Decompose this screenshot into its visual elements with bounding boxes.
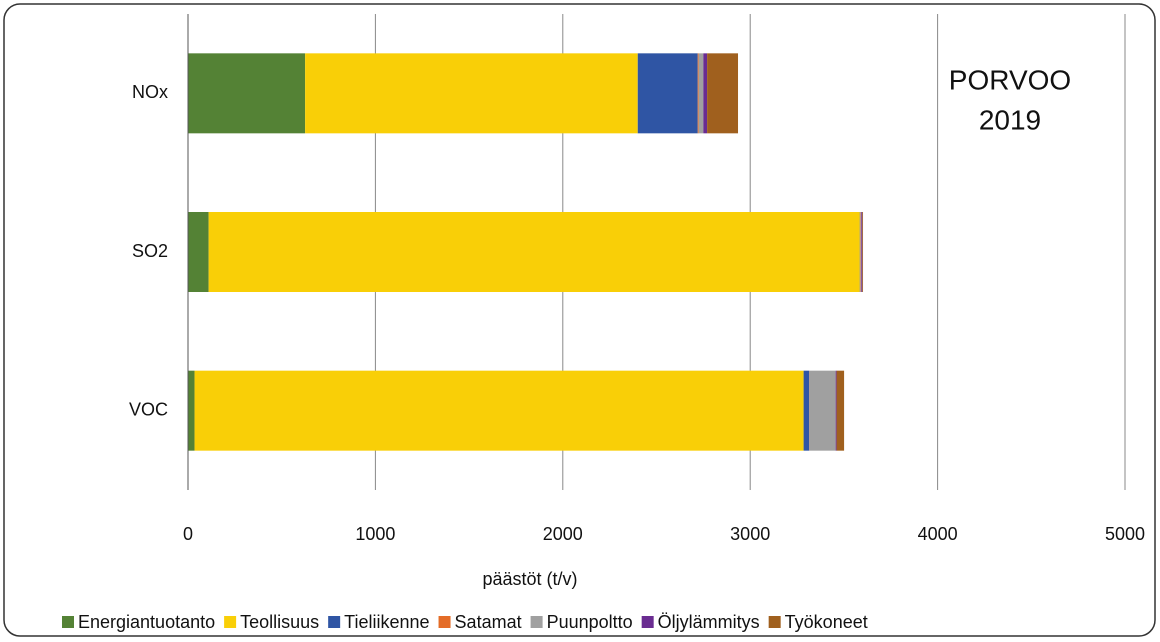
legend-label: Teollisuus [240,612,319,632]
bar-segment [698,53,704,134]
legend-swatch [328,616,341,628]
legend-swatch [62,616,74,628]
x-tick-label: 2000 [543,524,583,544]
bar-segment [861,212,863,292]
bar-segment [703,53,708,134]
x-tick-label: 0 [183,524,193,544]
bar-segment [188,53,306,134]
bar-segment [809,370,836,451]
x-axis-label: päästöt (t/v) [482,569,577,589]
bar-segment [862,212,864,292]
bar-segment [305,53,638,134]
y-tick-label: NOx [132,82,168,102]
bar-segment [188,370,195,451]
bar-segment [194,370,804,451]
legend-label: Työkoneet [785,612,868,632]
bar-segment [836,370,845,451]
x-tick-label: 3000 [730,524,770,544]
legend-swatch [768,616,781,628]
bar-segment [860,212,861,292]
legend-label: Satamat [455,612,522,632]
legend-swatch [224,616,237,628]
bar-segment [188,212,209,292]
chart-frame [3,3,1156,637]
bar-segment [707,53,739,134]
y-tick-label: VOC [129,399,168,419]
legend-swatch [641,616,654,628]
annotation: PORVOO [949,64,1071,95]
legend-label: Puunpoltto [547,612,633,632]
legend-swatch [438,616,451,628]
legend-swatch [530,616,543,628]
legend-label: Tieliikenne [344,612,429,632]
legend-label: Energiantuotanto [78,612,215,632]
bar-segment [208,212,860,292]
legend-label: Öljylämmitys [658,612,760,632]
annotation: 2019 [979,104,1041,135]
bar-segment [835,370,837,451]
bar-segment [637,53,698,134]
y-tick-label: SO2 [132,241,168,261]
x-tick-label: 4000 [918,524,958,544]
bar-segment [860,212,862,292]
x-tick-label: 1000 [355,524,395,544]
x-tick-label: 5000 [1105,524,1145,544]
bar-segment [803,370,810,451]
bar-segment [697,53,699,134]
